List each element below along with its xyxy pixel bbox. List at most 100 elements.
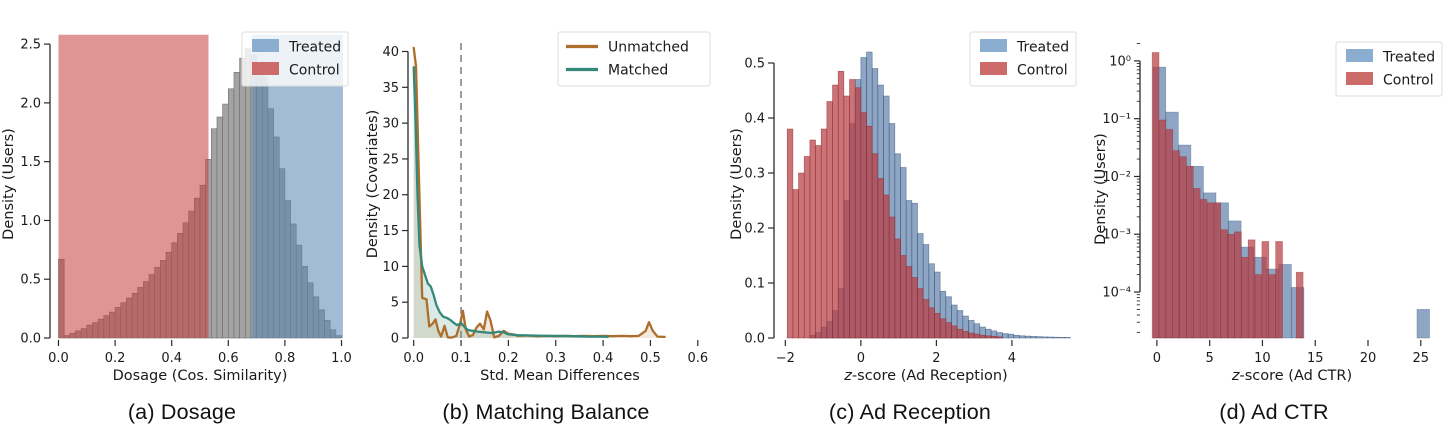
x-axis: 0.0 0.1 0.2 0.3 0.4 0.5 0.6 Std. Mean Differenc… [403, 340, 708, 384]
legend-entry-control: Control [1346, 72, 1434, 89]
panel-matching-balance: 0 5 10 15 20 25 30 35 40 Density (Covariates) 0.0 0… [364, 0, 728, 444]
svg-text:10⁻³: 10⁻³ [1102, 228, 1131, 243]
x-axis-label: Dosage (Cos. Similarity) [113, 368, 288, 384]
svg-text:0.6: 0.6 [218, 351, 239, 366]
legend-entry-matched: Matched [566, 63, 668, 79]
legend: Treated Control [1335, 41, 1443, 97]
svg-text:5: 5 [391, 296, 399, 311]
svg-text:1.5: 1.5 [20, 155, 41, 170]
svg-text:−2: −2 [776, 351, 795, 366]
svg-text:0.0: 0.0 [403, 351, 424, 366]
legend: Unmatched Matched [557, 31, 711, 87]
svg-text:0.4: 0.4 [161, 351, 182, 366]
svg-text:2.5: 2.5 [20, 38, 41, 53]
caption-dosage: (a) Dosage [127, 400, 237, 424]
caption-ad-reception: (c) Ad Reception [828, 400, 992, 424]
svg-text:30: 30 [382, 117, 399, 132]
legend-entry-treated: Treated [252, 39, 341, 56]
svg-text:40: 40 [382, 45, 399, 60]
y-axis: 0.0 0.5 1.0 1.5 2.0 2.5 Density (Users) [1, 38, 51, 347]
svg-text:10⁰: 10⁰ [1109, 54, 1131, 69]
svg-text:Treated: Treated [1016, 40, 1069, 56]
chart-ad-ctr: 10⁰ 10⁻¹ 10⁻² 10⁻³ 10⁻⁴ Density (Users) 0 5 10 15… [1093, 41, 1443, 384]
svg-text:0.2: 0.2 [498, 351, 519, 366]
svg-text:0.4: 0.4 [593, 351, 614, 366]
svg-text:2.0: 2.0 [20, 96, 41, 111]
svg-text:10⁻²: 10⁻² [1102, 170, 1131, 185]
svg-text:4: 4 [1008, 351, 1016, 366]
control-region [58, 34, 209, 338]
fill-unmatched [413, 47, 665, 339]
chart-matching-balance: 0 5 10 15 20 25 30 35 40 Density (Covariates) 0.0 0… [365, 31, 711, 384]
fill-matched [413, 67, 608, 338]
svg-text:0.1: 0.1 [744, 277, 765, 292]
svg-text:0: 0 [391, 332, 399, 347]
legend: Treated Control [241, 31, 349, 87]
svg-text:Control: Control [1383, 73, 1434, 89]
x-axis-label: Std. Mean Differences [480, 368, 640, 384]
x-axis: 0.0 0.2 0.4 0.6 0.8 1.0 Dosage (Cos. Similarit… [48, 340, 352, 384]
svg-text:20: 20 [382, 188, 399, 203]
svg-text:0.2: 0.2 [105, 351, 126, 366]
svg-text:0.2: 0.2 [744, 222, 765, 237]
svg-text:10⁻¹: 10⁻¹ [1102, 112, 1131, 127]
svg-text:1.0: 1.0 [20, 214, 41, 229]
bars-control [786, 70, 1003, 339]
panel-ad-ctr: 10⁰ 10⁻¹ 10⁻² 10⁻³ 10⁻⁴ Density (Users) 0 5 10 15… [1092, 0, 1456, 444]
x-axis-label: z-score (Ad Reception) [843, 368, 1007, 384]
svg-text:Matched: Matched [608, 63, 668, 79]
svg-text:Treated: Treated [288, 40, 341, 56]
svg-text:Control: Control [1017, 63, 1068, 79]
svg-text:0: 0 [857, 351, 865, 366]
panel-ad-reception: 0.0 0.1 0.2 0.3 0.4 0.5 Density (Users) −2 0 2 4 z-… [728, 0, 1092, 444]
svg-text:0.3: 0.3 [744, 167, 765, 182]
y-axis-label: Density (Users) [729, 128, 745, 240]
svg-text:10: 10 [1254, 351, 1271, 366]
svg-text:15: 15 [1307, 351, 1324, 366]
svg-text:10⁻⁴: 10⁻⁴ [1102, 286, 1131, 301]
svg-text:0.5: 0.5 [744, 57, 765, 72]
bars-control [1151, 52, 1304, 339]
caption-ad-ctr: (d) Ad CTR [1219, 400, 1329, 424]
svg-text:0.5: 0.5 [640, 351, 661, 366]
y-axis: 10⁰ 10⁻¹ 10⁻² 10⁻³ 10⁻⁴ Density (Users) [1093, 43, 1141, 333]
svg-text:0.4: 0.4 [744, 112, 765, 127]
x-axis-label: z-score (Ad CTR) [1231, 368, 1352, 384]
chart-ad-reception: 0.0 0.1 0.2 0.3 0.4 0.5 Density (Users) −2 0 2 4z-… [729, 31, 1077, 384]
svg-text:0.0: 0.0 [744, 332, 765, 347]
svg-text:0.5: 0.5 [20, 273, 41, 288]
line-unmatched [412, 46, 666, 339]
svg-text:0.3: 0.3 [545, 351, 566, 366]
svg-text:0.0: 0.0 [20, 332, 41, 347]
line-matched [412, 66, 609, 339]
svg-text:15: 15 [382, 224, 399, 239]
svg-text:20: 20 [1360, 351, 1377, 366]
svg-text:1.0: 1.0 [331, 351, 352, 366]
svg-text:0.1: 0.1 [451, 351, 472, 366]
y-axis: 0 5 10 15 20 25 30 35 40 Density (Covariates) [365, 45, 409, 347]
y-axis-label: Density (Covariates) [365, 110, 381, 259]
svg-text:5: 5 [1206, 351, 1214, 366]
x-axis: −2 0 2 4z-score (Ad Reception) [776, 340, 1016, 384]
caption-matching-balance: (b) Matching Balance [442, 400, 650, 424]
svg-text:10: 10 [382, 260, 399, 275]
svg-text:25: 25 [382, 152, 399, 167]
svg-text:0.0: 0.0 [48, 351, 69, 366]
svg-text:2: 2 [932, 351, 940, 366]
svg-text:25: 25 [1413, 351, 1430, 366]
svg-text:0.8: 0.8 [275, 351, 296, 366]
legend-entry-control: Control [980, 62, 1068, 79]
svg-text:0: 0 [1153, 351, 1161, 366]
svg-text:35: 35 [382, 81, 399, 96]
legend-entry-treated: Treated [980, 39, 1069, 56]
legend-entry-control: Control [252, 62, 340, 79]
legend: Treated Control [969, 31, 1077, 87]
y-axis-label: Density (Users) [1, 128, 17, 240]
legend-entry-unmatched: Unmatched [566, 40, 689, 56]
y-axis-label: Density (Users) [1093, 133, 1109, 245]
svg-text:Treated: Treated [1382, 50, 1435, 66]
y-axis: 0.0 0.1 0.2 0.3 0.4 0.5 Density (Users) [729, 57, 775, 347]
svg-text:Unmatched: Unmatched [608, 40, 689, 56]
